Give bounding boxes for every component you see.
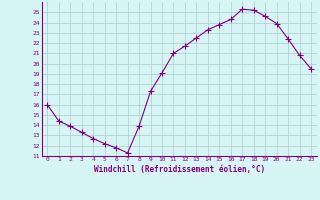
X-axis label: Windchill (Refroidissement éolien,°C): Windchill (Refroidissement éolien,°C) bbox=[94, 165, 265, 174]
